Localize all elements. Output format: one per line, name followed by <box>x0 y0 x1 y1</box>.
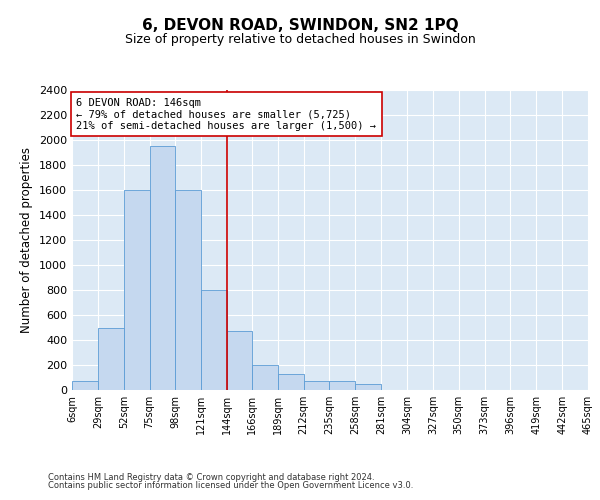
Bar <box>329 380 355 390</box>
Text: 6, DEVON ROAD, SWINDON, SN2 1PQ: 6, DEVON ROAD, SWINDON, SN2 1PQ <box>142 18 458 32</box>
Text: 6 DEVON ROAD: 146sqm
← 79% of detached houses are smaller (5,725)
21% of semi-de: 6 DEVON ROAD: 146sqm ← 79% of detached h… <box>76 98 376 130</box>
Text: Contains public sector information licensed under the Open Government Licence v3: Contains public sector information licen… <box>48 480 413 490</box>
Bar <box>149 146 175 390</box>
Text: Size of property relative to detached houses in Swindon: Size of property relative to detached ho… <box>125 32 475 46</box>
Bar <box>304 380 329 390</box>
Bar <box>252 365 278 390</box>
Bar <box>175 190 201 390</box>
Bar <box>355 384 381 390</box>
Bar <box>201 290 227 390</box>
Y-axis label: Number of detached properties: Number of detached properties <box>20 147 34 333</box>
Text: Contains HM Land Registry data © Crown copyright and database right 2024.: Contains HM Land Registry data © Crown c… <box>48 473 374 482</box>
Bar <box>72 380 98 390</box>
Bar <box>278 374 304 390</box>
Bar <box>124 190 149 390</box>
Bar <box>98 328 124 390</box>
Bar <box>227 330 252 390</box>
